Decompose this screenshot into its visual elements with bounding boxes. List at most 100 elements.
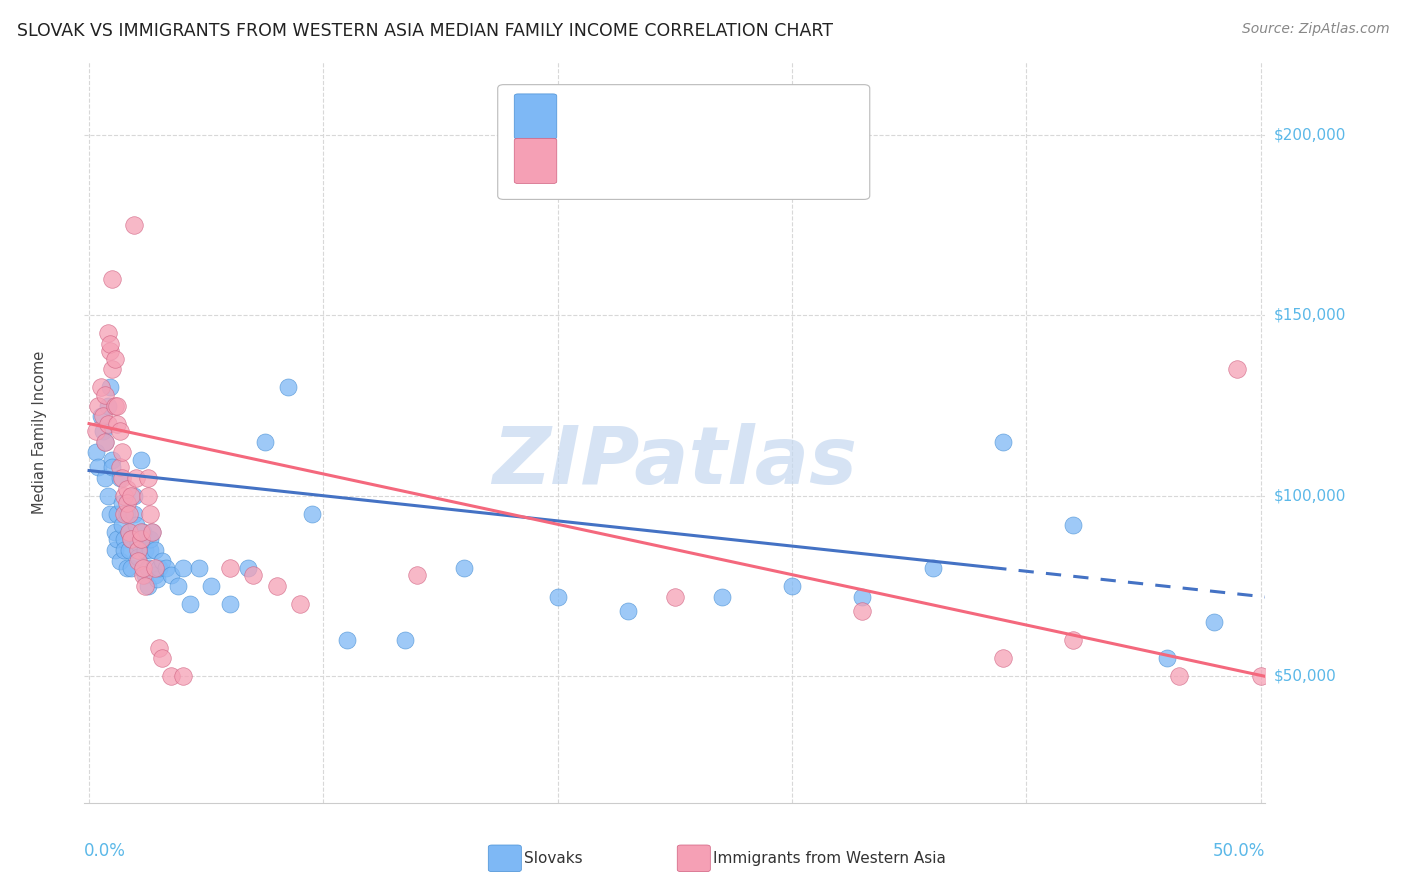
Text: 0.0%: 0.0% — [84, 842, 127, 860]
Point — [143, 561, 166, 575]
Point — [115, 507, 138, 521]
Text: Source: ZipAtlas.com: Source: ZipAtlas.com — [1241, 22, 1389, 37]
Point — [143, 543, 166, 558]
Point — [453, 561, 475, 575]
Point — [111, 517, 134, 532]
Point — [136, 579, 159, 593]
Point — [991, 434, 1014, 449]
Point — [1062, 517, 1084, 532]
Point — [172, 669, 194, 683]
Point — [122, 489, 145, 503]
Text: R =: R = — [568, 152, 603, 169]
Point — [780, 579, 803, 593]
Point — [112, 532, 135, 546]
Text: Immigrants from Western Asia: Immigrants from Western Asia — [713, 851, 946, 866]
Point — [98, 344, 121, 359]
Point — [1156, 651, 1178, 665]
Point — [132, 568, 155, 582]
Point — [1202, 615, 1225, 630]
Text: Median Family Income: Median Family Income — [32, 351, 46, 515]
Point — [136, 561, 159, 575]
Text: $200,000: $200,000 — [1274, 128, 1346, 142]
Point — [301, 507, 323, 521]
Point — [125, 471, 148, 485]
Point — [547, 590, 569, 604]
Text: N =: N = — [703, 108, 740, 126]
Point — [127, 535, 149, 549]
Point — [167, 579, 190, 593]
Point — [1167, 669, 1189, 683]
Point — [336, 633, 359, 648]
Point — [134, 568, 156, 582]
Point — [132, 524, 155, 539]
Point — [115, 496, 138, 510]
Point — [1250, 669, 1272, 683]
Text: $100,000: $100,000 — [1274, 488, 1346, 503]
FancyBboxPatch shape — [515, 138, 557, 184]
Point — [150, 554, 173, 568]
Point — [112, 543, 135, 558]
Point — [160, 669, 183, 683]
Point — [111, 496, 134, 510]
Point — [218, 597, 240, 611]
Point — [266, 579, 288, 593]
FancyBboxPatch shape — [498, 85, 870, 200]
Point — [97, 417, 120, 431]
Point — [101, 459, 124, 474]
Point — [146, 572, 169, 586]
Point — [111, 445, 134, 459]
Point — [112, 489, 135, 503]
Point — [253, 434, 276, 449]
Text: $50,000: $50,000 — [1274, 669, 1337, 684]
Point — [129, 524, 152, 539]
Point — [134, 543, 156, 558]
Text: SLOVAK VS IMMIGRANTS FROM WESTERN ASIA MEDIAN FAMILY INCOME CORRELATION CHART: SLOVAK VS IMMIGRANTS FROM WESTERN ASIA M… — [17, 22, 832, 40]
Point — [991, 651, 1014, 665]
Point — [179, 597, 201, 611]
Point — [108, 554, 131, 568]
Point — [118, 543, 141, 558]
Point — [406, 568, 429, 582]
FancyBboxPatch shape — [515, 94, 557, 139]
Point — [90, 380, 112, 394]
Point — [160, 568, 183, 582]
Point — [122, 218, 145, 232]
Point — [115, 482, 138, 496]
Text: $150,000: $150,000 — [1274, 308, 1346, 323]
Point — [851, 604, 873, 618]
Point — [150, 651, 173, 665]
Point — [141, 524, 163, 539]
Point — [155, 561, 177, 575]
Point — [118, 507, 141, 521]
Point — [1062, 633, 1084, 648]
Point — [87, 399, 110, 413]
Point — [218, 561, 240, 575]
Point — [127, 543, 149, 558]
Point — [664, 590, 686, 604]
Text: R =: R = — [568, 108, 603, 126]
Point — [94, 387, 117, 401]
Point — [98, 380, 121, 394]
Point — [172, 561, 194, 575]
FancyBboxPatch shape — [488, 845, 522, 871]
Point — [101, 362, 124, 376]
Point — [101, 452, 124, 467]
Point — [148, 640, 170, 655]
Point — [127, 554, 149, 568]
Point — [134, 579, 156, 593]
Point — [118, 524, 141, 539]
Point — [91, 424, 114, 438]
Point — [104, 543, 127, 558]
Point — [136, 471, 159, 485]
Point — [1226, 362, 1249, 376]
Point — [921, 561, 943, 575]
Point — [105, 417, 128, 431]
Point — [120, 532, 142, 546]
Point — [148, 561, 170, 575]
Point — [238, 561, 260, 575]
Point — [139, 532, 162, 546]
Point — [104, 399, 127, 413]
Text: Slovaks: Slovaks — [523, 851, 582, 866]
Point — [617, 604, 640, 618]
Point — [98, 507, 121, 521]
